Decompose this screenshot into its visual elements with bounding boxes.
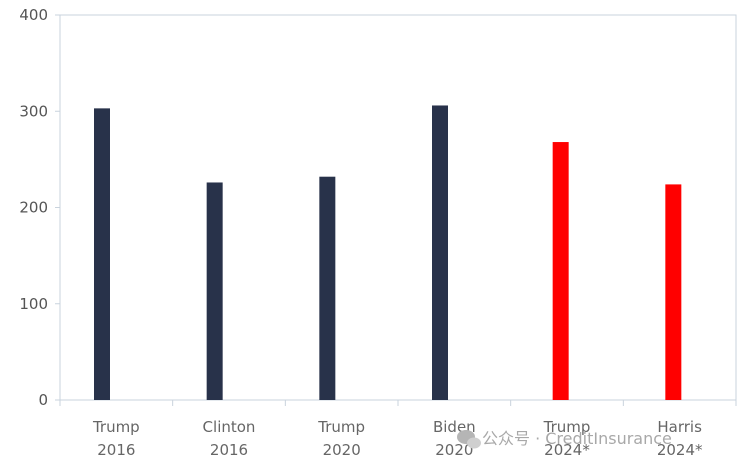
x-tick-label: Harris <box>657 418 702 436</box>
y-tick-label: 100 <box>19 295 48 313</box>
y-tick-label: 0 <box>38 391 48 409</box>
x-tick-label: 2020 <box>435 441 473 459</box>
bar-biden-2020 <box>432 105 448 400</box>
y-tick-label: 400 <box>19 6 48 24</box>
x-tick-label: Clinton <box>203 418 256 436</box>
bar-trump-2020 <box>319 176 336 400</box>
watermark: 公众号 · CreditInsurance <box>457 429 672 449</box>
y-tick-label: 300 <box>19 102 48 120</box>
bars <box>94 105 682 401</box>
y-axis: 0 100 200 300 400 <box>19 6 60 409</box>
wechat-icon <box>457 430 481 449</box>
bar-clinton-2016 <box>206 182 223 400</box>
watermark-text: 公众号 · CreditInsurance <box>482 429 672 448</box>
bar-harris-2024 <box>665 184 682 400</box>
x-tick-label: 2020 <box>323 441 361 459</box>
x-tick-label: Trump <box>543 418 591 436</box>
x-axis <box>59 399 737 406</box>
x-tick-label: 2016 <box>210 441 248 459</box>
x-tick-label: 2024* <box>544 441 590 459</box>
plot-frame <box>59 14 737 401</box>
x-tick-label: 2024* <box>657 441 703 459</box>
bar-trump-2016 <box>94 108 110 401</box>
bar-trump-2024 <box>552 142 569 401</box>
y-tick-label: 200 <box>19 199 48 217</box>
x-tick-label: Trump <box>317 418 365 436</box>
x-tick-label: 2016 <box>97 441 135 459</box>
x-tick-label: Trump <box>92 418 140 436</box>
